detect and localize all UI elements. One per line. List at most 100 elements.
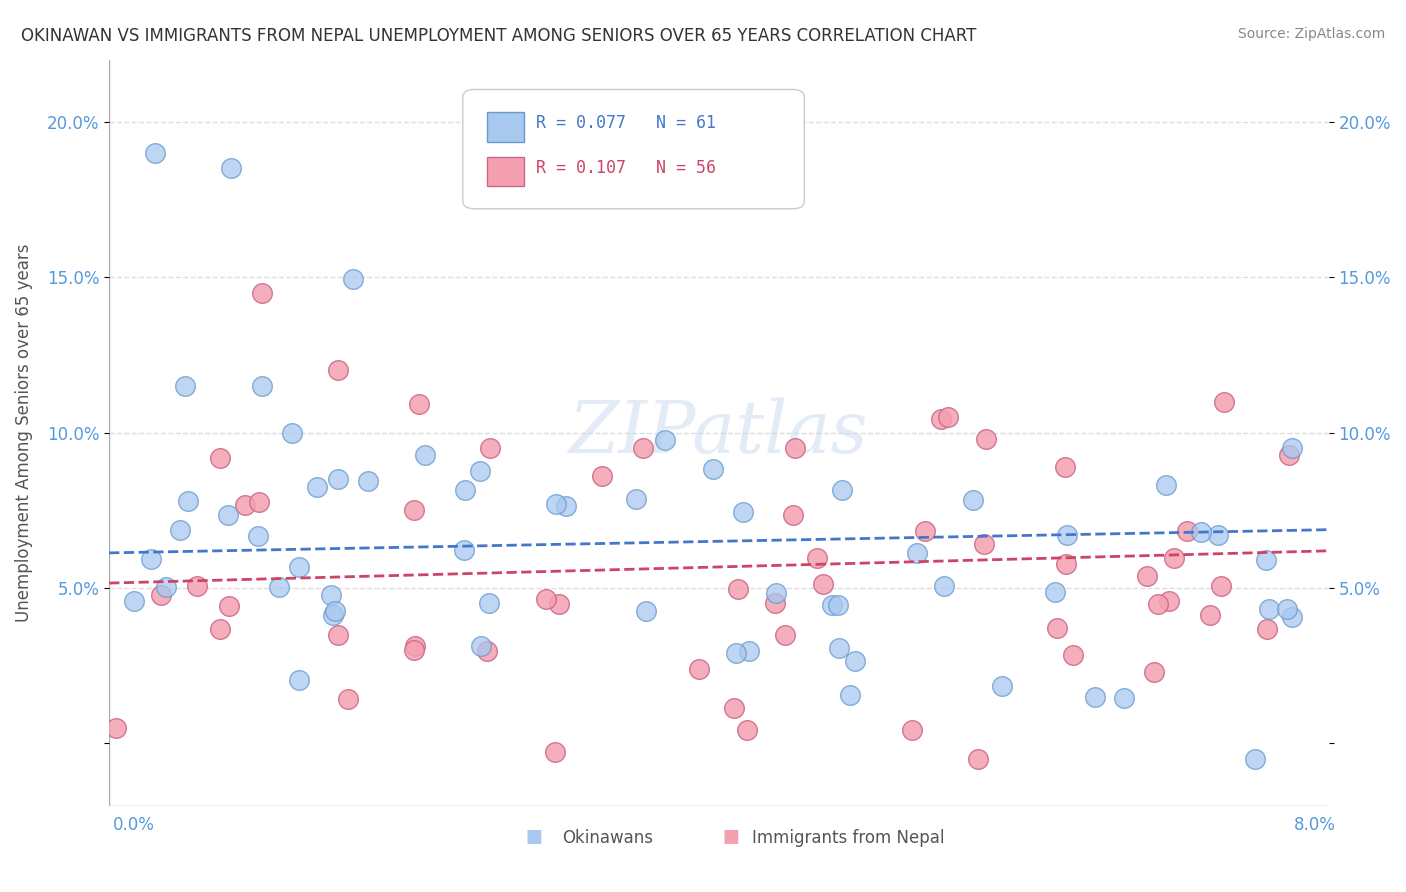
Point [1189, 525, 1212, 540]
Point [1062, 648, 1084, 662]
Point [174, 379, 197, 393]
Point [209, 451, 232, 466]
Point [337, 691, 360, 706]
Point [454, 483, 477, 497]
Point [477, 643, 499, 657]
Point [218, 599, 240, 613]
Bar [488, 157, 524, 186]
Point [322, 608, 344, 623]
Point [831, 483, 853, 498]
Point [1257, 602, 1279, 616]
Point [149, 588, 172, 602]
Point [967, 752, 990, 766]
Text: R = 0.077   N = 61: R = 0.077 N = 61 [536, 114, 716, 132]
Point [208, 622, 231, 636]
Point [555, 499, 578, 513]
Point [932, 579, 955, 593]
Point [828, 640, 851, 655]
Point [1046, 621, 1069, 635]
Point [307, 480, 329, 494]
Point [1143, 665, 1166, 679]
FancyBboxPatch shape [463, 89, 804, 209]
Point [1278, 448, 1301, 462]
Text: R = 0.107   N = 56: R = 0.107 N = 56 [536, 159, 716, 177]
Point [288, 673, 311, 687]
Point [357, 474, 380, 488]
Point [326, 363, 349, 377]
Point [723, 701, 745, 715]
Point [1346, 490, 1368, 504]
Point [1199, 607, 1222, 622]
Point [143, 145, 166, 160]
Point [288, 560, 311, 574]
Point [544, 497, 567, 511]
Point [479, 441, 502, 455]
Point [536, 592, 558, 607]
Point [453, 543, 475, 558]
Point [219, 161, 242, 176]
Point [246, 529, 269, 543]
Text: Immigrants from Nepal: Immigrants from Nepal [752, 829, 945, 847]
Point [821, 598, 844, 612]
Point [727, 582, 749, 596]
Point [773, 628, 796, 642]
Point [104, 721, 127, 735]
Point [1163, 551, 1185, 566]
Point [122, 594, 145, 608]
Point [326, 472, 349, 486]
Point [470, 639, 492, 653]
Point [844, 654, 866, 668]
Point [733, 505, 755, 519]
Point [765, 586, 787, 600]
Point [782, 508, 804, 522]
Point [1114, 691, 1136, 706]
Point [326, 628, 349, 642]
Text: ▪: ▪ [524, 821, 544, 849]
Bar [488, 112, 524, 142]
Point [323, 604, 346, 618]
Point [839, 688, 862, 702]
Point [654, 433, 676, 447]
Point [319, 588, 342, 602]
Point [634, 604, 657, 618]
Text: Okinawans: Okinawans [562, 829, 654, 847]
Point [543, 745, 565, 759]
Point [1157, 594, 1180, 608]
Point [249, 495, 271, 509]
Point [404, 639, 426, 653]
Point [688, 663, 710, 677]
Point [548, 597, 571, 611]
Point [962, 493, 984, 508]
Point [914, 524, 936, 538]
Point [1136, 568, 1159, 582]
Point [233, 498, 256, 512]
Point [702, 462, 724, 476]
Text: ▪: ▪ [721, 821, 741, 849]
Text: OKINAWAN VS IMMIGRANTS FROM NEPAL UNEMPLOYMENT AMONG SENIORS OVER 65 YEARS CORRE: OKINAWAN VS IMMIGRANTS FROM NEPAL UNEMPL… [21, 27, 976, 45]
Point [1256, 622, 1278, 636]
Text: Source: ZipAtlas.com: Source: ZipAtlas.com [1237, 27, 1385, 41]
Point [1281, 609, 1303, 624]
Point [1256, 553, 1278, 567]
Point [413, 449, 436, 463]
Point [342, 272, 364, 286]
Point [1244, 752, 1267, 766]
Point [905, 545, 928, 559]
Point [250, 285, 273, 300]
Point [973, 537, 995, 551]
Point [725, 646, 748, 660]
Point [1209, 579, 1232, 593]
Point [1084, 690, 1107, 705]
Point [478, 596, 501, 610]
Point [177, 494, 200, 508]
Point [169, 523, 191, 537]
Point [900, 723, 922, 737]
Point [402, 503, 425, 517]
Point [624, 492, 647, 507]
Point [827, 598, 849, 612]
Point [763, 596, 786, 610]
Point [631, 441, 654, 455]
Point [1043, 584, 1066, 599]
Point [974, 433, 997, 447]
Point [1054, 557, 1077, 571]
